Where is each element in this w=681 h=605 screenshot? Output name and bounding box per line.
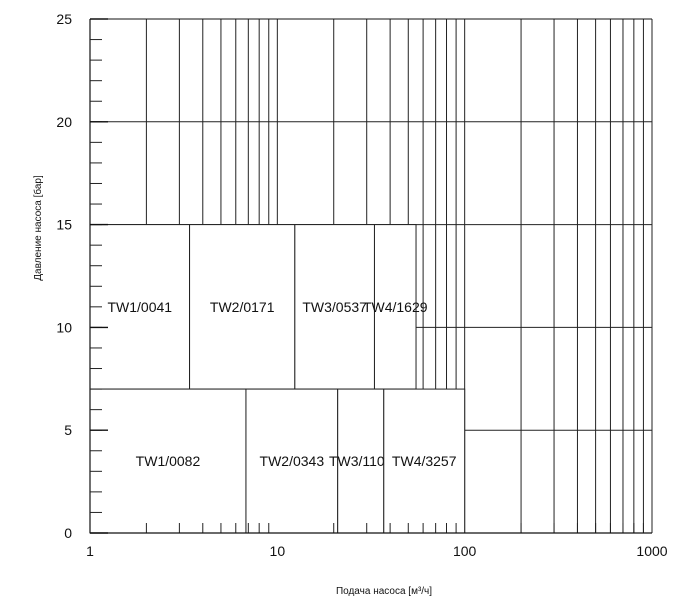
region-label: TW1/0041 bbox=[107, 299, 172, 315]
region-box bbox=[89, 224, 191, 390]
region-label: TW2/0171 bbox=[210, 299, 275, 315]
x-axis-title: Подача насоса [м³/ч] bbox=[336, 586, 432, 597]
region-box bbox=[89, 388, 247, 534]
region-box bbox=[373, 224, 417, 390]
region-box bbox=[294, 224, 375, 390]
y-tick-label: 15 bbox=[56, 217, 72, 233]
region-box bbox=[189, 224, 296, 390]
region-label: TW4/1629 bbox=[363, 299, 428, 315]
y-tick-label: 10 bbox=[56, 319, 72, 335]
region-box bbox=[383, 388, 466, 534]
y-tick-label: 0 bbox=[64, 525, 72, 541]
region-label: TW3/1100 bbox=[329, 453, 393, 469]
region-label: TW2/0343 bbox=[260, 453, 325, 469]
y-tick-label: 25 bbox=[56, 11, 72, 27]
y-axis-title: Давление насоса [бар] bbox=[32, 175, 44, 281]
x-tick-label: 100 bbox=[453, 543, 477, 559]
region-box bbox=[337, 388, 385, 534]
region-label: TW4/3257 bbox=[392, 453, 457, 469]
region-label: TW1/0082 bbox=[136, 453, 201, 469]
x-tick-label: 1 bbox=[86, 543, 94, 559]
x-tick-label: 1000 bbox=[636, 543, 667, 559]
region-label: TW3/0537 bbox=[302, 299, 367, 315]
y-tick-label: 20 bbox=[56, 114, 72, 130]
y-tick-label: 5 bbox=[64, 422, 72, 438]
axes bbox=[89, 18, 652, 534]
tick-labels: 0 5 10 15 20 25 1 10 100 1000 bbox=[56, 11, 667, 559]
x-tick-label: 10 bbox=[270, 543, 286, 559]
